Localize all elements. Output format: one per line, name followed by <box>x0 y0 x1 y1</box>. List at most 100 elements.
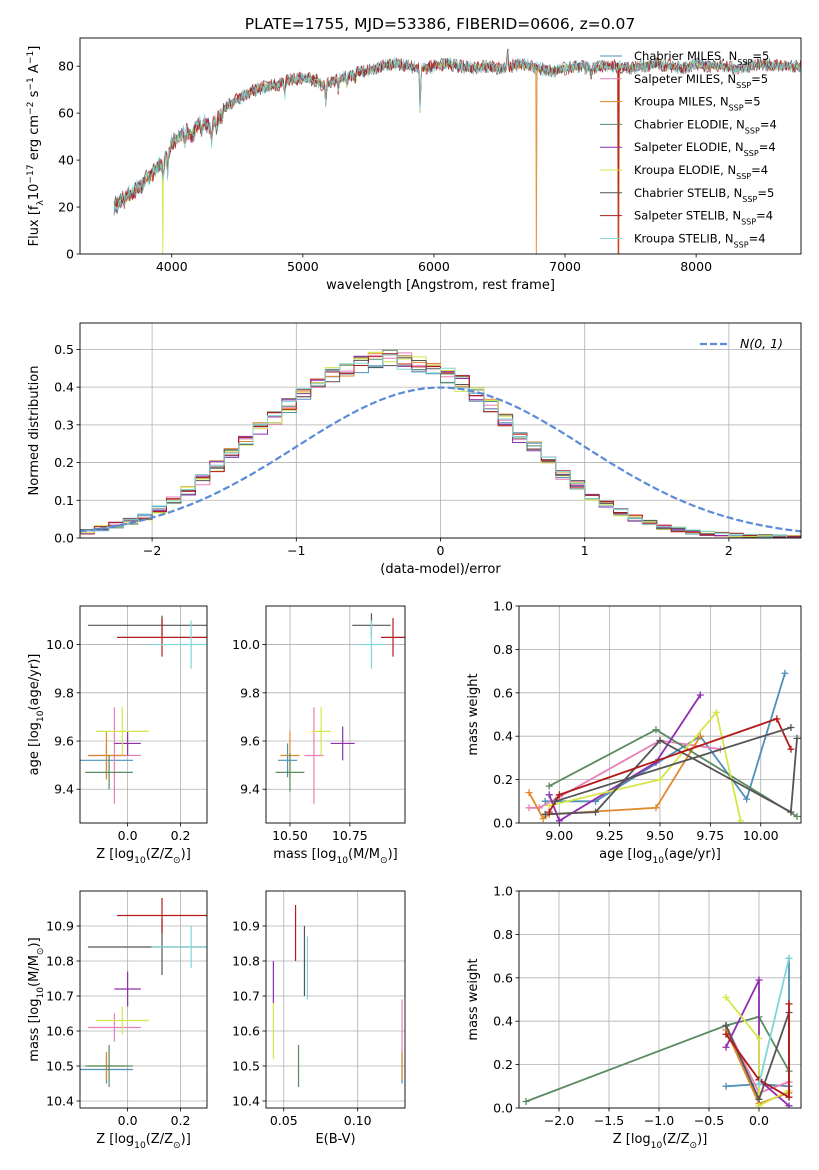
x-tick-label: −1.5 <box>594 1113 624 1128</box>
weight-marker-chabrier_stelib <box>592 808 600 816</box>
legend-entry: Kroupa STELIB, NSSP=4 <box>634 231 766 249</box>
plot-area-z_vs_age <box>80 615 207 804</box>
axes-frame-z_vs_age <box>79 605 208 824</box>
y-tick-label: 40 <box>58 153 74 168</box>
plot-area-residuals <box>80 349 801 538</box>
weight-marker-salpeter_elodie <box>696 691 704 699</box>
legend-entry-part: Chabrier ELODIE, N <box>634 117 745 131</box>
x-tick-label: −2.0 <box>544 1113 574 1128</box>
x-axis-label-sub: 10 <box>134 856 146 866</box>
x-tick-label: 7000 <box>549 259 581 274</box>
y-tick-label: 1.0 <box>493 884 513 899</box>
x-axis-label-sub: ⊙ <box>690 1141 698 1151</box>
legend-entry-part: =5 <box>751 72 768 86</box>
weight-marker-salpeter_stelib <box>773 715 781 723</box>
legend-entry-part: Salpeter MILES, N <box>634 72 736 86</box>
panel-mass_vs_age: 10.50 10.75 9.4 9.6 9.8 10.0 mass [log10(M/M⊙)… <box>232 605 406 866</box>
y-axis-label: Flux [fλ10−17 erg cm−2 s−1 A−1] <box>26 46 46 247</box>
x-tick-label: 6000 <box>418 259 450 274</box>
weight-marker-chabrier_stelib_b <box>787 724 795 732</box>
x-tick-label: 0.05 <box>270 1113 298 1128</box>
y-tick-label: 0.3 <box>54 417 74 432</box>
y-tick-label: 10.5 <box>46 1059 74 1074</box>
plot-area-z_vs_weight <box>522 954 793 1108</box>
y-tick-label: 10.0 <box>232 637 260 652</box>
panel-residuals: −2 −1 0 1 2 0.0 0.1 0.2 0.3 0.4 0.5 (data-model)/er… <box>27 322 802 577</box>
ticks-residuals: −2 −1 0 1 2 0.0 0.1 0.2 0.3 0.4 0.5 <box>54 342 733 558</box>
y-tick-label: 0.0 <box>54 531 74 546</box>
x-tick-label: 0.0 <box>749 1113 769 1128</box>
weight-marker-chabrier_stelib <box>656 737 664 745</box>
y-tick-label: 10.4 <box>232 1094 260 1109</box>
legend-entry: Chabrier ELODIE, NSSP=4 <box>634 117 777 135</box>
y-tick-label: 1.0 <box>493 599 513 614</box>
weight-marker-chabrier_stelib <box>722 1022 730 1030</box>
y-axis-label-sub: 10 <box>36 710 46 722</box>
x-axis-label-sub: 10 <box>652 856 664 866</box>
y-axis-label-part: mass weight <box>466 673 481 755</box>
legend-entry: Kroupa MILES, NSSP=5 <box>634 95 761 113</box>
weight-marker-chabrier_stelib_b <box>551 797 559 805</box>
weight-marker-salpeter_elodie <box>545 791 553 799</box>
ticks-ebv_vs_mass: 0.05 0.10 10.4 10.5 10.6 10.7 10.8 10.9 <box>232 919 371 1129</box>
ticks-z_vs_mass: 0.0 0.2 10.4 10.5 10.6 10.7 10.8 10.9 <box>46 919 190 1129</box>
y-axis-label-sub: ⊙ <box>36 947 46 955</box>
x-axis-label-sub: ⊙ <box>173 856 181 866</box>
ticks-mass_vs_age: 10.50 10.75 9.4 9.6 9.8 10.0 <box>232 637 368 843</box>
panel-age_vs_weight: 9.00 9.25 9.50 9.75 10.00 0.0 0.2 0.4 0.6 0.8 1.0 a… <box>466 599 802 866</box>
x-axis-label: E(B-V) <box>315 1132 355 1147</box>
weight-marker-kroupa_elodie <box>722 993 730 1001</box>
weight-marker-salpeter_elodie <box>755 976 763 984</box>
y-axis-label-sup: −1 <box>26 77 36 90</box>
panel-ebv_vs_mass: 0.05 0.10 10.4 10.5 10.6 10.7 10.8 10.9 E(B-V) <box>232 890 406 1147</box>
panels: 4000 5000 6000 7000 8000020406080wavelength … <box>26 37 802 1151</box>
x-axis-label: wavelength [Angstrom, rest frame] <box>326 278 555 293</box>
weight-marker-salpeter_stelib <box>787 745 795 753</box>
y-tick-label: 10.9 <box>232 919 260 934</box>
weight-marker-salpeter_stelib <box>555 791 563 799</box>
weight-marker-chabrier_miles <box>781 669 789 677</box>
x-tick-label: −1 <box>287 543 305 558</box>
plot-area-ebv_vs_mass <box>272 905 403 1087</box>
y-tick-label: 0.8 <box>493 642 513 657</box>
weight-marker-salpeter_miles <box>525 804 533 812</box>
x-tick-label: 2 <box>725 543 733 558</box>
y-tick-label: 0.4 <box>493 1014 513 1029</box>
panel-z_vs_mass: 0.0 0.210.410.510.610.710.810.9Z [log10(Z… <box>27 890 208 1151</box>
x-axis-label-sub: ⊙ <box>380 856 388 866</box>
y-axis-label-sup: −17 <box>26 164 36 183</box>
axes-frame-spectrum <box>79 37 802 255</box>
y-tick-label: 80 <box>58 59 74 74</box>
y-tick-label: 10.8 <box>46 954 74 969</box>
weight-marker-kroupa_elodie <box>755 1102 763 1108</box>
y-axis-label-part: ] <box>27 46 42 51</box>
panel-spectrum: 4000 5000 6000 7000 8000 0 20 40 60 80 wavelength … <box>26 37 802 293</box>
legend-entry-part: =4 <box>751 163 768 177</box>
x-tick-label: 9.75 <box>696 828 724 843</box>
x-axis-label: mass [log10(M/M⊙)] <box>273 847 397 866</box>
y-tick-label: 9.6 <box>240 734 260 749</box>
weight-marker-kroupa_stelib <box>755 1080 763 1088</box>
x-axis-label: Z [log10(Z/Z⊙)] <box>96 847 191 866</box>
legend-entry-sub: SSP <box>741 217 756 226</box>
weight-marker-chabrier_miles <box>722 1082 730 1090</box>
legend-entry-part: Chabrier STELIB, N <box>634 186 742 200</box>
weight-marker-salpeter_stelib <box>722 1030 730 1038</box>
x-axis-label-sub: 10 <box>651 1141 663 1151</box>
y-tick-label: 10.4 <box>46 1094 74 1109</box>
x-axis-label-part: )] <box>697 1132 707 1147</box>
x-axis-label-part: (M/M <box>348 847 380 862</box>
x-axis-label-part: Z [log <box>613 1132 651 1147</box>
x-tick-label: −1.0 <box>644 1113 674 1128</box>
ticks-spectrum: 4000 5000 6000 7000 8000 0 20 40 60 80 <box>58 59 712 274</box>
weight-marker-kroupa_elodie <box>755 1035 763 1043</box>
y-tick-label: 10.5 <box>232 1059 260 1074</box>
y-axis-label-part: s <box>27 90 42 101</box>
x-axis-label-part: mass [log <box>273 847 336 862</box>
legend-entry: Chabrier MILES, NSSP=5 <box>634 49 769 67</box>
y-axis-label-part: mass [log <box>27 999 42 1062</box>
x-tick-label: 0.0 <box>118 1113 138 1128</box>
x-tick-label: 1 <box>581 543 589 558</box>
y-tick-label: 0.0 <box>493 1101 513 1116</box>
legend-entry-sub: SSP <box>736 172 751 181</box>
